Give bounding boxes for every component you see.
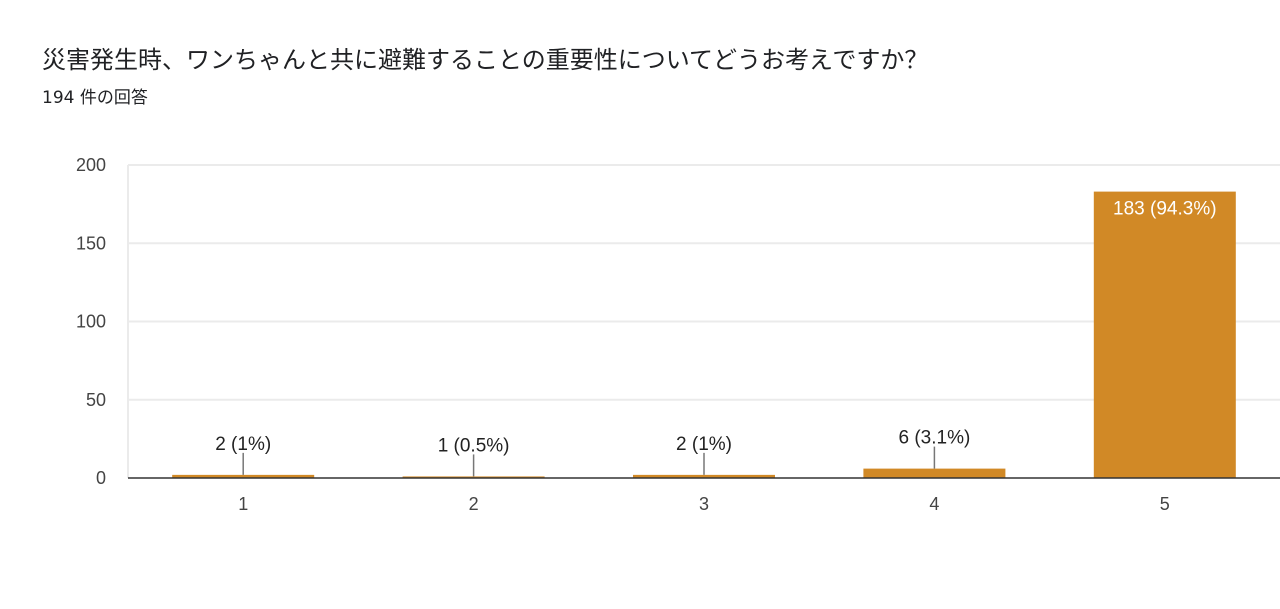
y-tick-label: 150 — [76, 233, 106, 253]
bar-5 — [1093, 191, 1236, 479]
y-tick-label: 200 — [76, 155, 106, 175]
data-label: 6 (3.1%) — [898, 428, 970, 449]
y-tick-label: 50 — [86, 390, 106, 410]
x-tick-label: 5 — [1160, 494, 1170, 514]
bar-2 — [402, 476, 545, 478]
bar-1 — [172, 474, 315, 478]
data-label: 2 (1%) — [676, 434, 732, 455]
x-tick-label: 4 — [929, 494, 939, 514]
bar-4 — [863, 468, 1006, 478]
x-tick-label: 1 — [238, 494, 248, 514]
data-label: 183 (94.3%) — [1113, 199, 1217, 220]
x-tick-label: 3 — [699, 494, 709, 514]
data-label: 2 (1%) — [215, 434, 271, 455]
bar-3 — [633, 474, 775, 478]
response-count: 194 件の回答 — [42, 88, 148, 108]
y-tick-label: 0 — [96, 468, 106, 488]
chart-title: 災害発生時、ワンちゃんと共に避難することの重要性についてどうお考えですか？ — [42, 46, 929, 74]
data-label: 1 (0.5%) — [438, 435, 510, 456]
x-tick-label: 2 — [469, 494, 479, 514]
y-tick-label: 100 — [76, 312, 106, 332]
